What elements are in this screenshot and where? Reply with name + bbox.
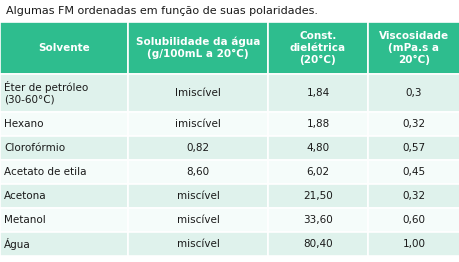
Bar — [0, 232, 128, 256]
Text: Acetona: Acetona — [4, 191, 46, 201]
Bar — [0, 22, 128, 74]
Bar — [268, 22, 367, 74]
Bar — [0, 74, 128, 112]
Bar — [0, 136, 128, 160]
Bar — [367, 208, 459, 232]
Text: 21,50: 21,50 — [302, 191, 332, 201]
Bar — [128, 184, 268, 208]
Text: 1,84: 1,84 — [306, 88, 329, 98]
Bar — [268, 184, 367, 208]
Text: 0,3: 0,3 — [405, 88, 421, 98]
Text: imiscível: imiscível — [175, 119, 220, 129]
Bar — [0, 184, 128, 208]
Bar — [367, 112, 459, 136]
Text: 0,57: 0,57 — [402, 143, 425, 153]
Bar — [128, 74, 268, 112]
Text: Hexano: Hexano — [4, 119, 44, 129]
Text: Éter de petróleo
(30-60°C): Éter de petróleo (30-60°C) — [4, 81, 88, 105]
Bar — [367, 22, 459, 74]
Text: Solubilidade da água
(g/100mL a 20°C): Solubilidade da água (g/100mL a 20°C) — [135, 37, 260, 59]
Bar — [0, 112, 128, 136]
Text: Acetato de etila: Acetato de etila — [4, 167, 86, 177]
Bar — [268, 136, 367, 160]
Text: Viscosidade
(mPa.s a
20°C): Viscosidade (mPa.s a 20°C) — [378, 31, 448, 65]
Bar — [128, 22, 268, 74]
Text: 0,60: 0,60 — [402, 215, 425, 225]
Text: 0,45: 0,45 — [402, 167, 425, 177]
Bar — [367, 160, 459, 184]
Bar — [268, 232, 367, 256]
Text: miscível: miscível — [176, 239, 219, 249]
Text: 80,40: 80,40 — [302, 239, 332, 249]
Text: 0,32: 0,32 — [402, 119, 425, 129]
Text: Algumas FM ordenadas em função de suas polaridades.: Algumas FM ordenadas em função de suas p… — [6, 6, 317, 16]
Bar — [367, 232, 459, 256]
Text: 33,60: 33,60 — [302, 215, 332, 225]
Text: 4,80: 4,80 — [306, 143, 329, 153]
Text: 0,82: 0,82 — [186, 143, 209, 153]
Bar — [268, 208, 367, 232]
Text: miscível: miscível — [176, 215, 219, 225]
Text: Solvente: Solvente — [38, 43, 90, 53]
Text: Água: Água — [4, 238, 31, 250]
Bar — [128, 112, 268, 136]
Bar — [128, 232, 268, 256]
Bar — [128, 208, 268, 232]
Bar — [128, 160, 268, 184]
Bar — [367, 184, 459, 208]
Bar — [0, 160, 128, 184]
Bar — [268, 74, 367, 112]
Bar — [128, 136, 268, 160]
Text: 0,32: 0,32 — [402, 191, 425, 201]
Bar — [268, 112, 367, 136]
Text: Imiscível: Imiscível — [175, 88, 220, 98]
Bar — [367, 136, 459, 160]
Text: Const.
dielétrica
(20°C): Const. dielétrica (20°C) — [289, 31, 345, 65]
Bar — [0, 208, 128, 232]
Text: 1,00: 1,00 — [402, 239, 425, 249]
Text: Metanol: Metanol — [4, 215, 45, 225]
Bar — [268, 160, 367, 184]
Text: 6,02: 6,02 — [306, 167, 329, 177]
Text: 8,60: 8,60 — [186, 167, 209, 177]
Text: 1,88: 1,88 — [306, 119, 329, 129]
Bar — [367, 74, 459, 112]
Text: Clorofórmio: Clorofórmio — [4, 143, 65, 153]
Text: miscível: miscível — [176, 191, 219, 201]
